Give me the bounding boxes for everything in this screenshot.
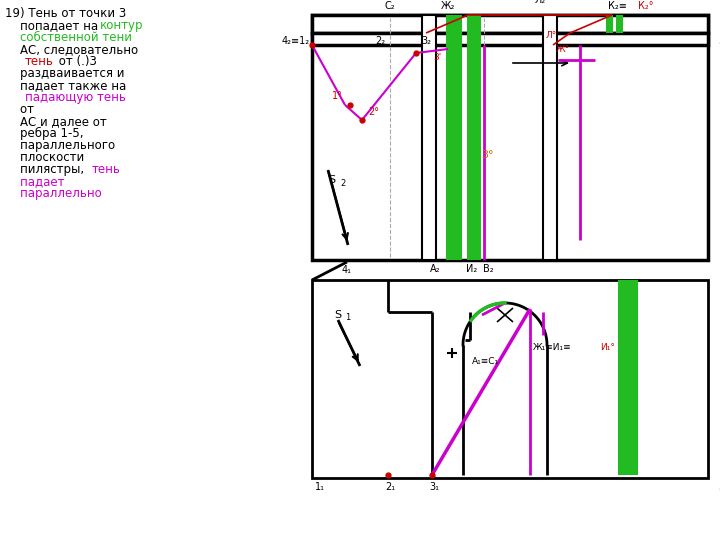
Text: АС и далее от: АС и далее от	[5, 115, 107, 128]
Text: 3°: 3°	[481, 150, 493, 160]
Bar	[312, 33, 708, 45]
Bar	[543, 15, 557, 260]
Text: S: S	[328, 175, 335, 185]
Text: от (.)3: от (.)3	[55, 55, 97, 68]
Text: А₂: А₂	[430, 264, 440, 274]
Bar	[446, 15, 462, 260]
Text: Л₂: Л₂	[534, 0, 546, 5]
Text: С₂: С₂	[384, 1, 395, 11]
Text: 1: 1	[345, 314, 350, 322]
Bar	[312, 15, 708, 33]
Text: И₂: И₂	[467, 264, 477, 274]
Text: 1°: 1°	[332, 91, 343, 101]
Text: падает: падает	[5, 175, 65, 188]
Text: 3₂: 3₂	[421, 36, 431, 46]
Text: 2°: 2°	[369, 107, 379, 117]
Text: А₁≡С₁: А₁≡С₁	[472, 356, 499, 366]
Bar	[422, 15, 436, 260]
Text: 4₂≡1₂: 4₂≡1₂	[282, 36, 310, 46]
Text: 5₁: 5₁	[718, 482, 720, 492]
Text: К₂°: К₂°	[638, 1, 654, 11]
Text: 3': 3'	[433, 52, 441, 62]
Text: пилястры,: пилястры,	[5, 163, 88, 176]
Text: от: от	[5, 103, 34, 116]
Text: падает также на: падает также на	[5, 79, 126, 92]
Text: плоскости: плоскости	[5, 151, 84, 164]
Text: Л°: Л°	[546, 30, 557, 39]
Text: контур: контур	[100, 19, 143, 32]
Text: параллельно: параллельно	[5, 187, 102, 200]
Text: 5₂: 5₂	[718, 36, 720, 46]
Bar	[312, 280, 708, 478]
Text: 2: 2	[340, 179, 346, 187]
Text: 4₁: 4₁	[342, 265, 352, 275]
Text: К₂≡: К₂≡	[608, 1, 627, 11]
Bar	[467, 15, 481, 260]
Text: ребра 1-5,: ребра 1-5,	[5, 127, 84, 140]
Text: 2₁: 2₁	[385, 482, 395, 492]
Text: 1₁: 1₁	[315, 482, 325, 492]
Text: параллельного: параллельного	[5, 139, 115, 152]
Text: тень: тень	[92, 163, 121, 176]
Text: 3₁: 3₁	[429, 482, 439, 492]
Text: раздваивается и: раздваивается и	[5, 67, 125, 80]
Text: падающую тень: падающую тень	[25, 91, 126, 104]
Text: В₂: В₂	[482, 264, 493, 274]
Bar	[616, 15, 623, 33]
Bar	[618, 280, 638, 475]
Text: И₁°: И₁°	[600, 343, 615, 353]
Text: 19) Тень от точки 3: 19) Тень от точки 3	[5, 7, 126, 20]
Text: АС, следовательно: АС, следовательно	[5, 43, 138, 56]
Text: Ж°: Ж°	[556, 44, 570, 53]
Bar	[606, 15, 613, 33]
Text: попадает на: попадает на	[5, 19, 102, 32]
Text: Ж₂: Ж₂	[441, 1, 455, 11]
Text: 2₂: 2₂	[375, 36, 385, 46]
Text: S: S	[334, 310, 341, 320]
Text: Ж₁≡И₁≡: Ж₁≡И₁≡	[533, 343, 572, 353]
Text: тень: тень	[25, 55, 54, 68]
Bar	[312, 15, 708, 260]
Text: собственной тени: собственной тени	[5, 31, 132, 44]
